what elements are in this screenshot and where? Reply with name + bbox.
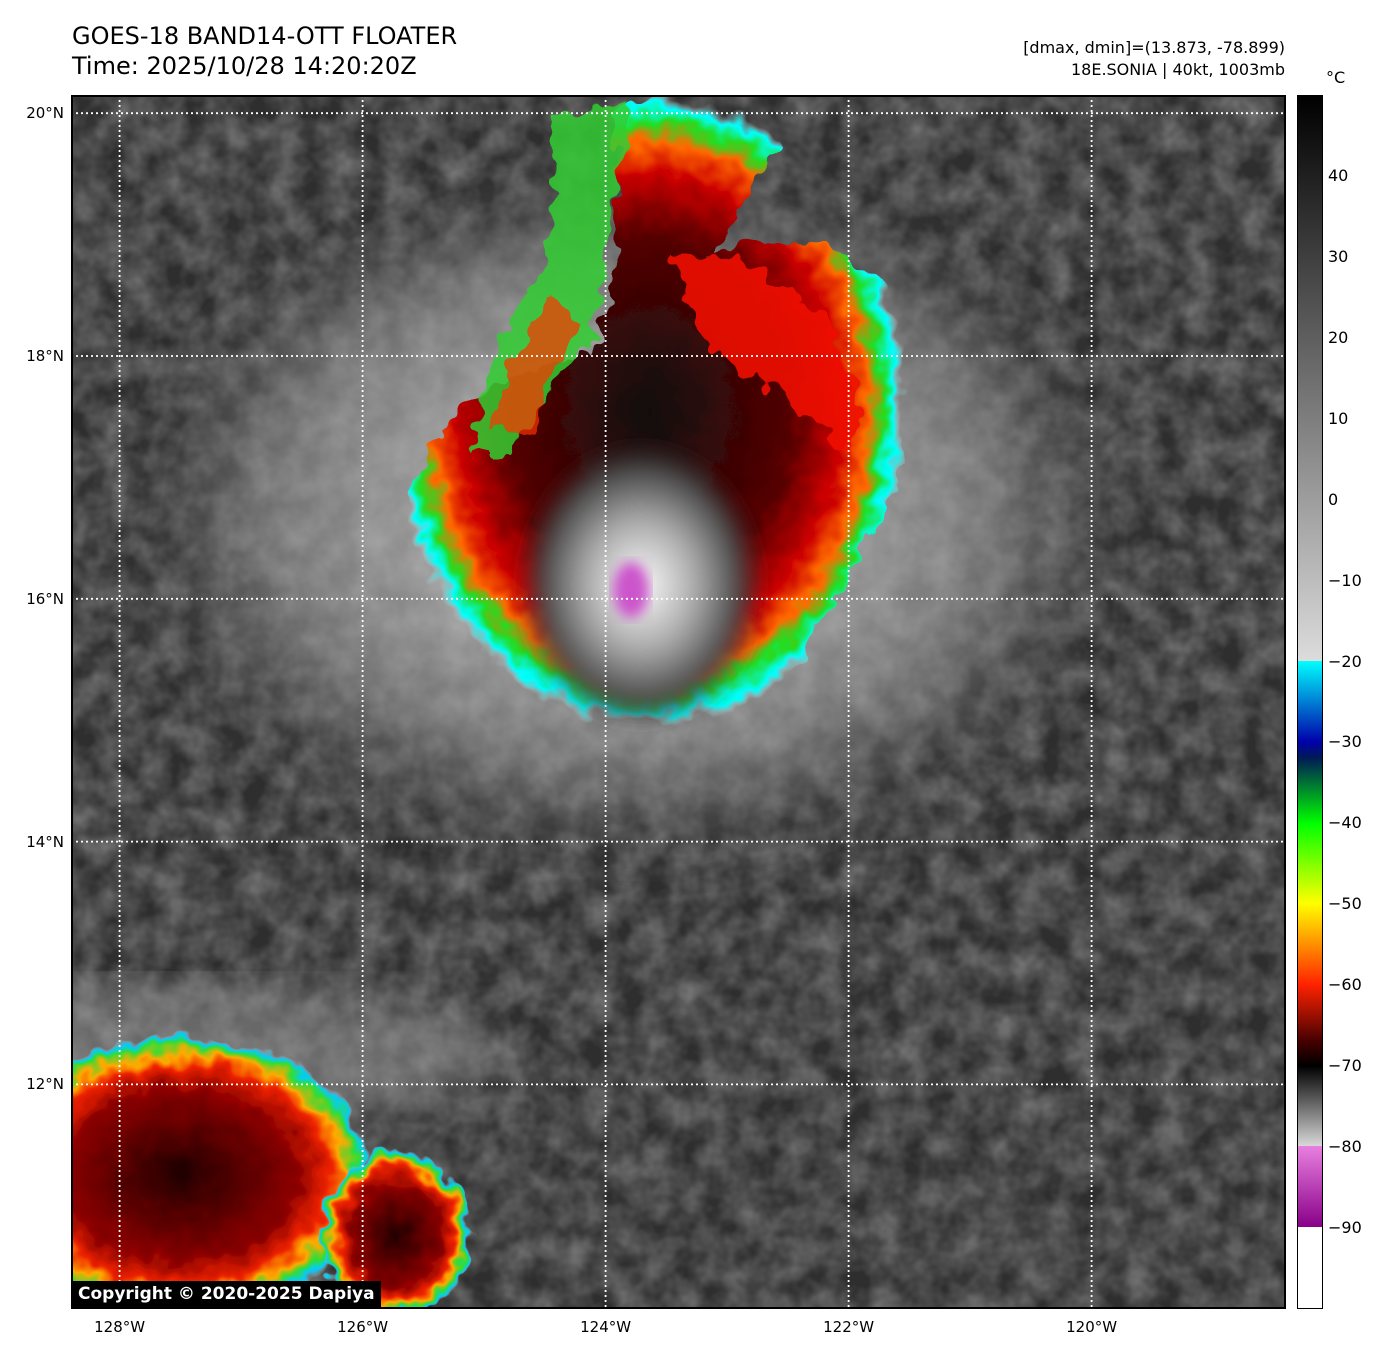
colorbar-tick-label: −90 [1328, 1218, 1362, 1238]
colorbar-tick-label: 20 [1328, 327, 1349, 347]
colorbar-unit: °C [1326, 68, 1346, 87]
colorbar-tick-label: 10 [1328, 408, 1349, 428]
longitude-label: 126°W [337, 1318, 389, 1336]
colorbar-tick-label: −10 [1328, 570, 1362, 590]
colorbar-tick-label: −60 [1328, 975, 1362, 995]
latitude-label: 18°N [26, 347, 64, 365]
longitude-label: 124°W [580, 1318, 632, 1336]
storm-convection [392, 95, 906, 726]
colorbar-tick-label: −50 [1328, 894, 1362, 914]
colorbar-tick-label: 40 [1328, 165, 1349, 185]
gridlines [71, 95, 1286, 1309]
chart-title: GOES-18 BAND14-OTT FLOATER [72, 22, 458, 50]
colorbar-tick-label: 30 [1328, 246, 1349, 266]
colorbar-tick-label: −80 [1328, 1137, 1362, 1157]
dmax-dmin-readout: [dmax, dmin]=(13.873, -78.899) [1023, 38, 1285, 57]
colorbar [1297, 95, 1323, 1309]
colorbar-tick-label: −20 [1328, 651, 1362, 671]
satellite-map [71, 95, 1286, 1309]
copyright-label: Copyright © 2020-2025 Dapiya [72, 1281, 381, 1308]
storm-info: 18E.SONIA | 40kt, 1003mb [1070, 60, 1285, 79]
latitude-label: 14°N [26, 832, 64, 851]
colorbar-tick-label: −70 [1328, 1056, 1362, 1076]
southwest-convection [71, 1035, 471, 1309]
latitude-label: 20°N [26, 104, 64, 123]
timestamp: Time: 2025/10/28 14:20:20Z [72, 52, 417, 80]
latitude-label: 12°N [26, 1075, 64, 1094]
colorbar-tick-label: −30 [1328, 732, 1362, 752]
longitude-label: 122°W [823, 1318, 875, 1336]
latitude-label: 16°N [26, 589, 64, 608]
colorbar-tick-label: −40 [1328, 813, 1362, 833]
longitude-label: 128°W [94, 1318, 146, 1336]
colorbar-tick-label: 0 [1328, 489, 1339, 509]
longitude-label: 120°W [1066, 1318, 1118, 1336]
